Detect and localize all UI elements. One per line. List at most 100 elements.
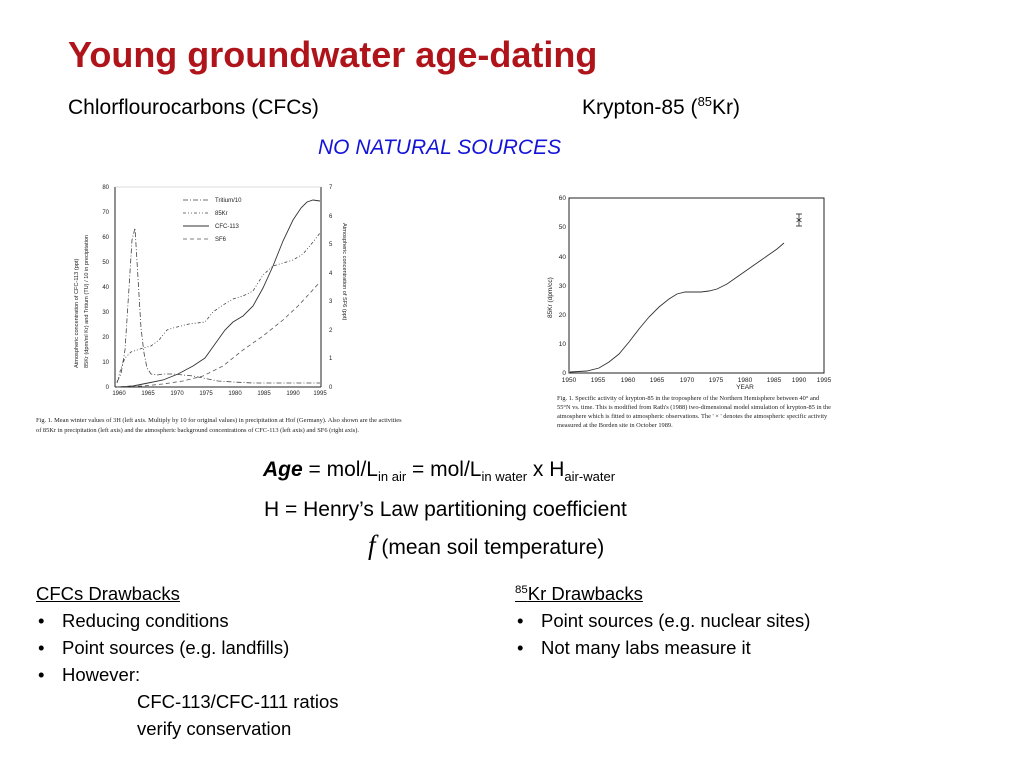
left-y-tick: 20 xyxy=(102,335,109,341)
left-caption-line-1: Fig. 1. Mean winter values of 3H (left a… xyxy=(36,417,402,424)
right-y-tick: 0 xyxy=(562,370,566,377)
list-item: Point sources (e.g. nuclear sites) xyxy=(515,607,810,634)
henry-definition: H = Henry’s Law partitioning coefficient xyxy=(264,498,627,521)
cfc-drawbacks-heading: CFCs Drawbacks xyxy=(36,583,180,604)
right-x-tick: 1970 xyxy=(680,377,695,384)
left-y-tick: 50 xyxy=(102,260,109,266)
left-legend: Tritium/10 85Kr CFC-113 SF6 xyxy=(183,198,242,243)
no-natural-sources: NO NATURAL SOURCES xyxy=(318,136,562,159)
right-x-tick: 1960 xyxy=(621,377,636,384)
list-item: However: xyxy=(36,661,339,688)
eq-sub-1: in air xyxy=(377,469,407,485)
right-y-tick: 5 xyxy=(329,242,333,248)
eq-part-3: x H xyxy=(527,458,565,481)
krypton-heading: Krypton-85 (85Kr) xyxy=(582,94,741,120)
left-x-tick: 1990 xyxy=(286,391,300,397)
list-item: Point sources (e.g. landfills) xyxy=(36,634,339,661)
function-of-temperature: f (mean soil temperature) xyxy=(368,530,604,561)
left-plot-frame xyxy=(114,186,322,388)
left-y-tick: 10 xyxy=(102,360,109,366)
cfc113-curve xyxy=(116,199,321,388)
function-text: (mean soil temperature) xyxy=(381,536,605,559)
left-y-axis-label-2: 85Kr (dpm/ml Kr) and Tritium (TU) / 10 i… xyxy=(84,235,90,368)
right-y-tick: 50 xyxy=(559,224,567,231)
function-symbol: f xyxy=(368,530,376,560)
left-y-tick: 30 xyxy=(102,310,109,316)
right-y-tick: 10 xyxy=(559,341,567,348)
right-figure-graphic: 0 10 20 30 40 50 60 1950 1955 1960 1965 … xyxy=(547,195,832,429)
kr85-activity-curve xyxy=(569,242,785,373)
eq-sub-3: air-water xyxy=(564,469,616,485)
right-y-tick: 4 xyxy=(329,271,333,277)
left-x-tick: 1980 xyxy=(228,391,242,397)
indented-line: CFC-113/CFC-111 ratios xyxy=(137,691,339,712)
left-x-tick: 1960 xyxy=(112,391,126,397)
indented-line: verify conservation xyxy=(137,718,292,739)
right-caption-line-2: 55°N vs. time. This is modified from Rat… xyxy=(557,404,831,411)
cfc-drawbacks: CFCs Drawbacks Reducing conditions Point… xyxy=(36,580,339,742)
left-x-tick: 1965 xyxy=(141,391,155,397)
kr-drawbacks-heading: 85Kr Drawbacks xyxy=(515,580,810,607)
left-caption-line-2: of 85Kr in precipitation (left axis) and… xyxy=(36,427,359,434)
legend-cfc113: CFC-113 xyxy=(215,224,240,230)
legend-sf6: SF6 xyxy=(215,237,227,243)
right-y-tick: 7 xyxy=(329,185,333,191)
list-item: Not many labs measure it xyxy=(515,634,810,661)
kr-heading-sup: 85 xyxy=(697,94,713,109)
page-title: Young groundwater age-dating xyxy=(68,34,598,75)
right-y-tick: 30 xyxy=(559,283,567,290)
left-x-tick: 1985 xyxy=(257,391,271,397)
left-y-axis-label-1: Atmospheric concentration of CFC-113 (pp… xyxy=(74,259,80,368)
right-y-axis-label: 85Kr (dpm/cc) xyxy=(547,277,554,318)
eq-sub-2: in water xyxy=(481,469,528,485)
right-plot-frame xyxy=(568,197,825,374)
right-y-tick: 1 xyxy=(329,356,333,362)
right-y-tick: 2 xyxy=(329,328,333,334)
borden-observation-marker xyxy=(796,213,802,227)
right-x-tick: 1950 xyxy=(562,377,577,384)
right-y-tick: 40 xyxy=(559,254,567,261)
right-caption-line-4: measured at the Borden site in October 1… xyxy=(557,422,673,429)
kr-drawbacks: 85Kr Drawbacks Point sources (e.g. nucle… xyxy=(515,580,810,661)
right-x-tick: 1975 xyxy=(709,377,724,384)
right-x-tick: 1965 xyxy=(650,377,665,384)
kr-heading-prefix: Krypton-85 ( xyxy=(582,96,698,119)
left-y-tick: 40 xyxy=(102,285,109,291)
age-equation: Age = mol/Lin air = mol/Lin water x Hair… xyxy=(263,458,616,485)
legend-kr85: 85Kr xyxy=(215,211,228,217)
left-figure: 0 10 20 30 40 50 60 70 80 0 1 2 3 4 5 6 … xyxy=(33,178,429,440)
kr-drawbacks-sup: 85 xyxy=(515,583,528,596)
legend-tritium: Tritium/10 xyxy=(215,198,242,204)
right-x-axis-label: YEAR xyxy=(736,384,754,391)
tritium-curve xyxy=(116,227,320,384)
left-x-tick: 1975 xyxy=(199,391,213,397)
right-y-tick: 0 xyxy=(329,385,333,391)
right-y-tick: 20 xyxy=(559,312,567,319)
right-x-tick: 1985 xyxy=(767,377,782,384)
list-item: Reducing conditions xyxy=(36,607,339,634)
kr-heading-suffix: Kr) xyxy=(712,96,741,119)
right-x-tick: 1980 xyxy=(738,377,753,384)
eq-part-2: = mol/L xyxy=(406,458,482,481)
right-x-tick: 1955 xyxy=(591,377,606,384)
cfc-heading: Chlorflourocarbons (CFCs) xyxy=(68,96,319,119)
left-y-tick: 0 xyxy=(106,385,110,391)
right-y-axis-label: Atmospheric concentration of SF6 (ppt) xyxy=(341,223,347,320)
right-figure: 0 10 20 30 40 50 60 1950 1955 1960 1965 … xyxy=(537,188,847,440)
age-term: Age xyxy=(263,458,303,481)
left-figure-graphic: 0 10 20 30 40 50 60 70 80 0 1 2 3 4 5 6 … xyxy=(36,185,402,434)
left-x-tick: 1970 xyxy=(170,391,184,397)
left-y-tick: 80 xyxy=(102,185,109,191)
right-x-tick: 1995 xyxy=(817,377,832,384)
right-caption-line-3: atmosphere which is fitted to atmospheri… xyxy=(557,413,828,420)
left-y-tick: 70 xyxy=(102,210,109,216)
right-caption-line-1: Fig. 1. Specific activity of krypton-85 … xyxy=(557,395,820,402)
right-y-tick: 6 xyxy=(329,214,333,220)
right-y-tick: 3 xyxy=(329,299,333,305)
right-y-tick: 60 xyxy=(559,195,567,202)
kr85-curve xyxy=(116,232,321,384)
kr-drawbacks-heading-text: Kr Drawbacks xyxy=(527,583,643,604)
left-x-tick: 1995 xyxy=(313,391,327,397)
left-y-tick: 60 xyxy=(102,235,109,241)
right-x-tick: 1990 xyxy=(792,377,807,384)
